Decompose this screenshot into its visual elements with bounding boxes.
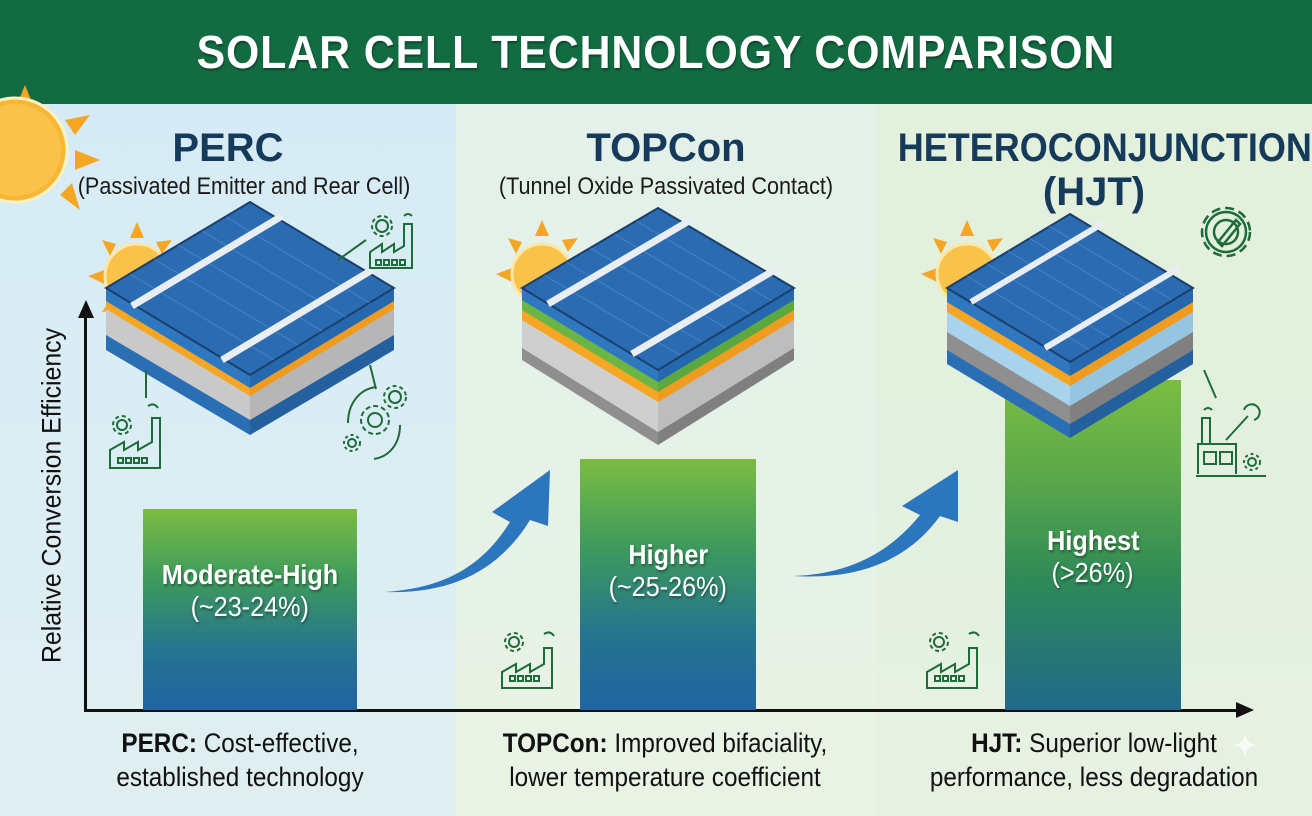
bar-hjt-value: (>26%) [1052, 557, 1134, 588]
bar-perc-value: (~23-24%) [190, 591, 310, 622]
hjt-title-abbr: (HJT) [1042, 170, 1146, 214]
topcon-desc-line1: Improved bifaciality, [607, 728, 828, 758]
sparkle-icon [1232, 732, 1258, 758]
perc-desc-bold: PERC: [121, 728, 197, 758]
hjt-desc-line1: Superior low-light [1022, 728, 1217, 758]
page-title: SOLAR CELL TECHNOLOGY COMPARISON [196, 26, 1116, 78]
hjt-title: HETEROCONJUNCTION [897, 126, 1312, 170]
y-axis-arrow-icon [78, 300, 94, 318]
topcon-title: TOPCon [586, 126, 746, 170]
y-axis [84, 316, 87, 712]
topcon-subtitle: (Tunnel Oxide Passivated Contact) [498, 173, 834, 200]
trend-arrow-icon [793, 470, 958, 577]
bar-perc: Moderate-High (~23-24%) [143, 509, 357, 710]
y-axis-label: Relative Conversion Efficiency [36, 327, 67, 664]
factory-gear-icon [926, 631, 980, 689]
topcon-desc-line2: lower temperature coefficient [509, 762, 821, 792]
rotating-gears-icon [343, 364, 407, 460]
perc-description: PERC: Cost-effective, established techno… [60, 726, 420, 794]
bar-topcon-label: Higher [628, 539, 708, 570]
hjt-cell-diagram [921, 212, 1195, 438]
perc-subtitle: (Passivated Emitter and Rear Cell) [77, 173, 411, 200]
factory-gear-icon [337, 213, 413, 269]
x-axis [84, 709, 1238, 712]
header-banner: SOLAR CELL TECHNOLOGY COMPARISON [0, 0, 1312, 104]
trend-arrow-icon [385, 470, 550, 593]
topcon-cell-diagram [496, 206, 796, 445]
factory-wrench-icon [1196, 369, 1266, 477]
bar-topcon: Higher (~25-26%) [580, 459, 756, 710]
perc-title: PERC [172, 126, 284, 170]
hjt-desc-bold: HJT: [971, 728, 1023, 758]
perc-desc-line1: Cost-effective, [196, 728, 359, 758]
factory-gear-icon [109, 370, 161, 469]
topcon-description: TOPCon: Improved bifaciality, lower temp… [472, 726, 859, 794]
factory-gear-icon [501, 631, 555, 689]
hjt-description: HJT: Superior low-light performance, les… [898, 726, 1290, 794]
bar-perc-label: Moderate-High [161, 559, 339, 590]
bar-hjt-label: Highest [1046, 525, 1140, 556]
bar-hjt: Highest (>26%) [1005, 380, 1181, 710]
perc-desc-line2: established technology [116, 762, 364, 792]
perc-cell-diagram [88, 200, 396, 435]
gear-wrench-icon [1200, 206, 1252, 258]
topcon-desc-bold: TOPCon: [502, 728, 608, 758]
hjt-desc-line2: performance, less degradation [929, 762, 1259, 792]
bar-topcon-value: (~25-26%) [608, 571, 728, 602]
corner-sun-icon [0, 85, 100, 210]
x-axis-arrow-icon [1236, 702, 1254, 718]
